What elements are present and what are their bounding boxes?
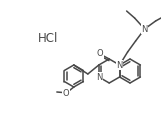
Text: N: N — [141, 24, 148, 34]
Text: O: O — [97, 50, 104, 58]
Text: HCl: HCl — [38, 32, 58, 44]
Text: N: N — [116, 60, 123, 70]
Text: N: N — [96, 72, 103, 82]
Text: O: O — [62, 88, 69, 98]
